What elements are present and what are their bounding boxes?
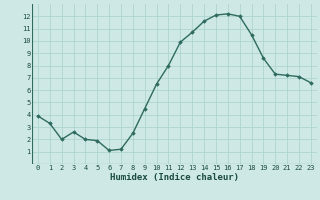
X-axis label: Humidex (Indice chaleur): Humidex (Indice chaleur): [110, 173, 239, 182]
